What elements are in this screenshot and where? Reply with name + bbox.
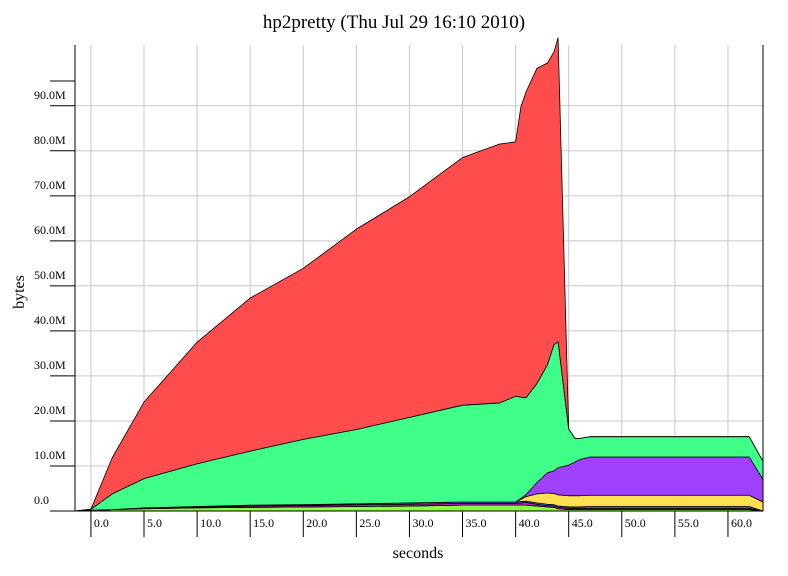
x-tick-label: 15.0 <box>253 516 274 530</box>
x-tick-label: 0.0 <box>94 516 109 530</box>
x-tick-label: 20.0 <box>306 516 327 530</box>
series-areas <box>74 37 764 512</box>
x-tick-label: 10.0 <box>200 516 221 530</box>
y-tick-label: 20.0M <box>34 403 66 417</box>
y-tick-label: 80.0M <box>34 133 66 147</box>
x-tick-label: 5.0 <box>147 516 162 530</box>
y-tick-label: 30.0M <box>34 358 66 372</box>
x-tick-label: 60.0 <box>731 516 752 530</box>
y-tick-label: 60.0M <box>34 223 66 237</box>
x-tick-label: 25.0 <box>359 516 380 530</box>
y-tick-label: 70.0M <box>34 178 66 192</box>
x-tick-label: 55.0 <box>678 516 699 530</box>
y-tick-label: 90.0M <box>34 88 66 102</box>
y-tick-label: 10.0M <box>34 448 66 462</box>
x-tick-label: 30.0 <box>412 516 433 530</box>
y-tick-label: 0.0 <box>34 493 49 507</box>
x-tick-label: 45.0 <box>572 516 593 530</box>
tick-labels: 0.0 5.0 10.0 15.0 20.0 25.0 30.0 35.0 40.0 45.0 50… <box>34 88 752 530</box>
axes <box>50 45 764 537</box>
x-axis-label: seconds <box>393 545 444 562</box>
x-tick-label: 50.0 <box>625 516 646 530</box>
chart-title: hp2pretty (Thu Jul 29 16:10 2010) <box>263 12 525 33</box>
y-axis-label: bytes <box>11 275 28 309</box>
y-tick-label: 50.0M <box>34 268 66 282</box>
x-tick-label: 40.0 <box>519 516 540 530</box>
x-tick-label: 35.0 <box>466 516 487 530</box>
y-tick-label: 40.0M <box>34 313 66 327</box>
